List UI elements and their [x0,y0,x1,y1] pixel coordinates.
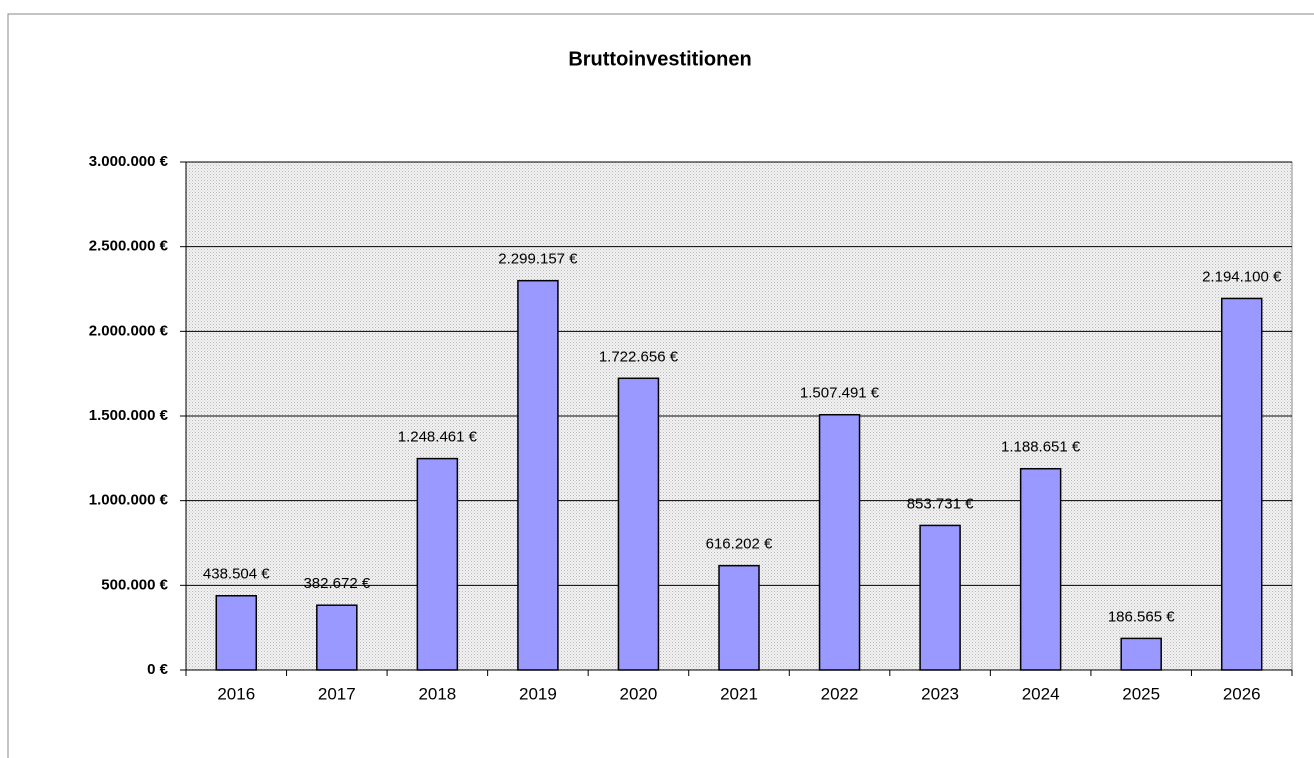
bar [316,604,358,671]
y-tick-label: 1.000.000 € [89,492,169,509]
x-tick-label: 2020 [620,684,658,703]
bar [617,377,660,671]
y-tick-label: 2.500.000 € [89,238,169,255]
bar [215,594,258,671]
chart-title: Bruttoinvestitionen [568,48,751,70]
bar [416,457,459,671]
bar [1019,467,1062,671]
x-tick-label: 2016 [217,684,255,703]
data-label: 382.672 € [303,575,370,592]
y-tick-label: 500.000 € [101,576,168,593]
x-tick-label: 2018 [418,684,456,703]
data-label: 1.188.651 € [1001,439,1081,456]
y-tick-label: 0 € [147,661,169,678]
x-tick-label: 2019 [519,684,557,703]
data-label: 438.504 € [203,566,270,583]
bar [818,413,861,671]
data-label: 186.565 € [1108,608,1175,625]
data-label: 1.248.461 € [398,429,478,446]
x-tick-label: 2022 [821,684,859,703]
data-label: 1.507.491 € [800,385,880,402]
data-label: 2.194.100 € [1202,268,1282,285]
x-tick-label: 2024 [1022,684,1060,703]
x-tick-label: 2023 [921,684,959,703]
bar [1220,297,1263,671]
data-label: 853.731 € [907,495,974,512]
y-tick-label: 2.000.000 € [89,322,169,339]
x-tick-label: 2021 [720,684,758,703]
data-label: 1.722.656 € [599,348,679,365]
x-tick-label: 2026 [1223,684,1261,703]
bar [919,524,961,671]
bar [718,564,760,671]
data-label: 2.299.157 € [498,251,578,268]
y-tick-label: 3.000.000 € [89,153,169,170]
bar [517,279,559,671]
x-tick-label: 2017 [318,684,356,703]
bar [1120,637,1162,671]
x-tick-label: 2025 [1122,684,1160,703]
data-label: 616.202 € [706,536,773,553]
y-tick-label: 1.500.000 € [89,407,169,424]
frame [7,13,1314,758]
